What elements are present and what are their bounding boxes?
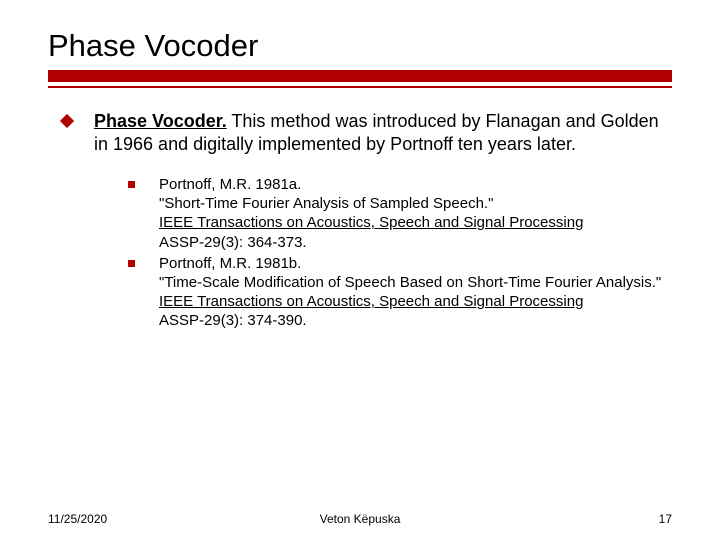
square-icon <box>128 260 135 267</box>
reference-text: Portnoff, M.R. 1981b. "Time-Scale Modifi… <box>159 254 661 331</box>
ref-title: "Time-Scale Modification of Speech Based… <box>159 274 661 291</box>
footer-author: Veton Këpuska <box>320 512 401 526</box>
reference-item: Portnoff, M.R. 1981b. "Time-Scale Modifi… <box>128 254 672 331</box>
level1-text: Phase Vocoder. This method was introduce… <box>94 110 672 155</box>
title-subrule <box>48 86 672 88</box>
ref-title: "Short-Time Fourier Analysis of Sampled … <box>159 195 493 212</box>
ref-author: Portnoff, M.R. 1981a. <box>159 176 301 193</box>
slide-title: Phase Vocoder <box>48 28 672 64</box>
footer-page: 17 <box>659 512 672 526</box>
ref-citation: ASSP-29(3): 364-373. <box>159 234 307 251</box>
reference-item: Portnoff, M.R. 1981a. "Short-Time Fourie… <box>128 175 672 252</box>
slide-footer: 11/25/2020 Veton Këpuska 17 <box>0 512 720 526</box>
ref-citation: ASSP-29(3): 374-390. <box>159 312 307 329</box>
footer-date: 11/25/2020 <box>48 512 107 526</box>
slide-container: Phase Vocoder Phase Vocoder. This method… <box>0 0 720 540</box>
level2-list: Portnoff, M.R. 1981a. "Short-Time Fourie… <box>58 175 672 331</box>
title-rule <box>48 70 672 82</box>
ref-journal: IEEE Transactions on Acoustics, Speech a… <box>159 293 583 310</box>
reference-text: Portnoff, M.R. 1981a. "Short-Time Fourie… <box>159 175 583 252</box>
ref-journal: IEEE Transactions on Acoustics, Speech a… <box>159 214 583 231</box>
content-area: Phase Vocoder. This method was introduce… <box>48 110 672 331</box>
diamond-icon <box>60 114 74 128</box>
square-icon <box>128 181 135 188</box>
ref-author: Portnoff, M.R. 1981b. <box>159 255 301 272</box>
bullet-level1: Phase Vocoder. This method was introduce… <box>58 110 672 155</box>
lead-term: Phase Vocoder. <box>94 111 227 131</box>
